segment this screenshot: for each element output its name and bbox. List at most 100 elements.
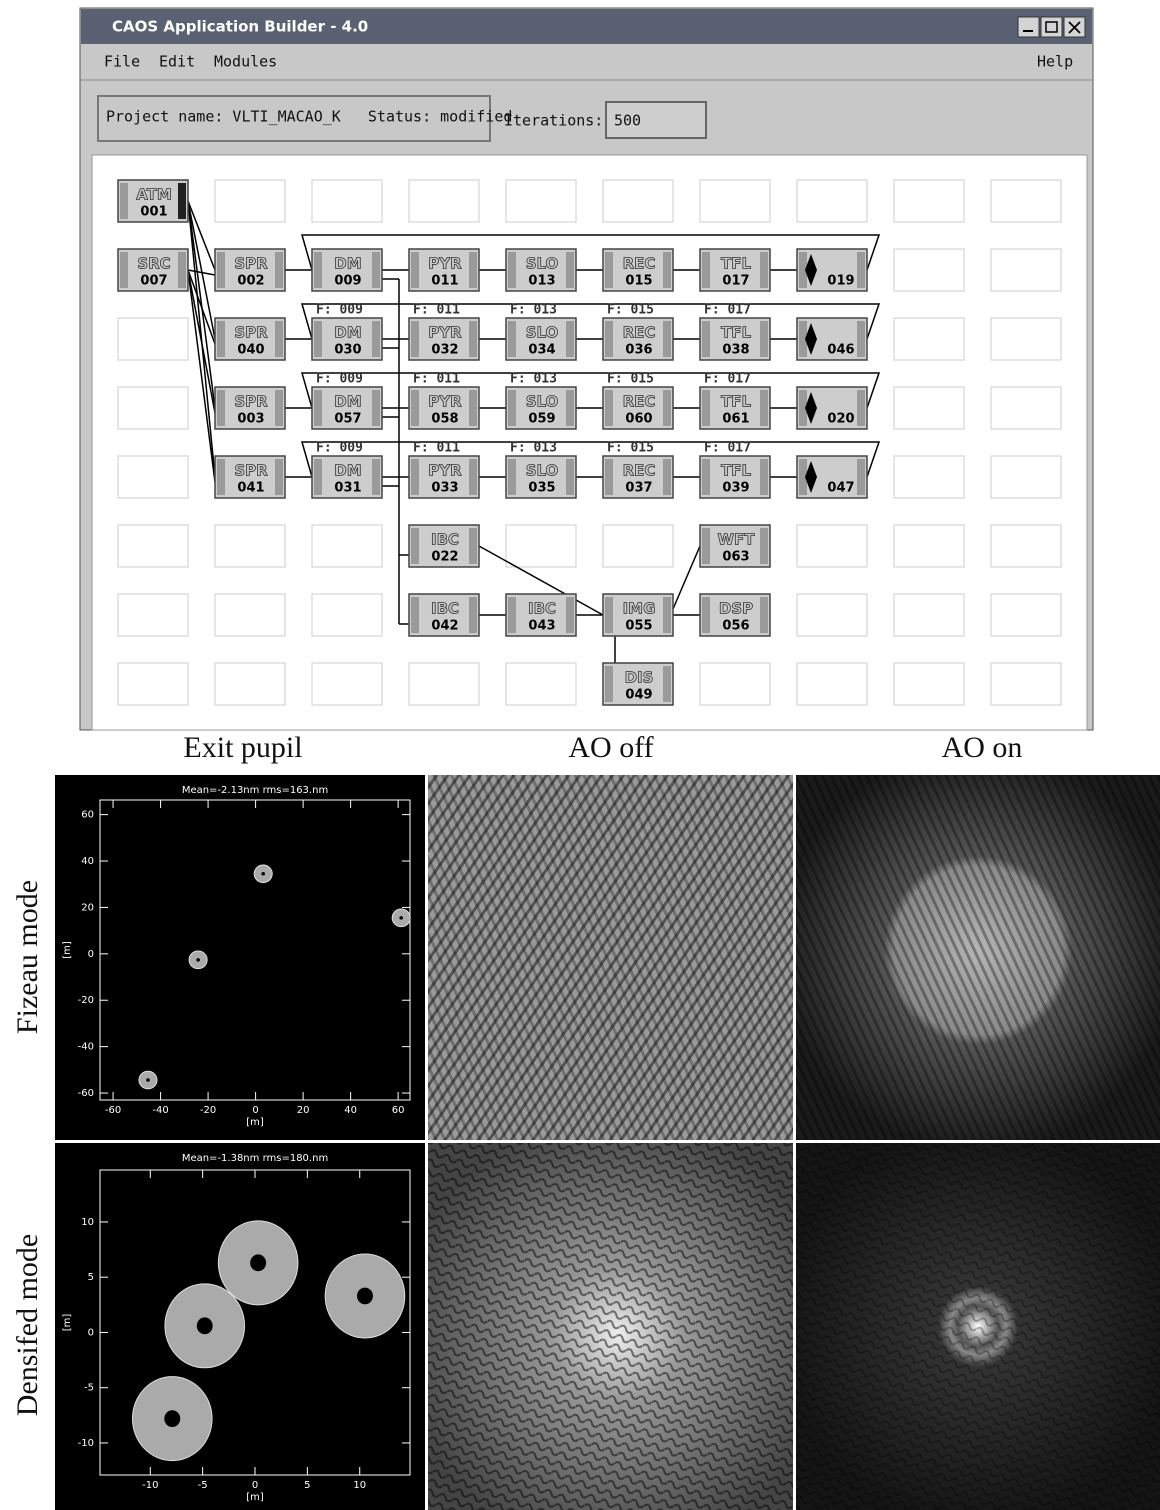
module-label: REC bbox=[623, 255, 656, 273]
module-number: 022 bbox=[431, 550, 458, 565]
x-tick-label: -20 bbox=[200, 1105, 216, 1116]
module-port bbox=[760, 321, 768, 357]
module-number: 049 bbox=[625, 688, 652, 703]
feedback-label: F: 013 bbox=[510, 441, 557, 456]
module-port bbox=[275, 252, 283, 288]
module-port bbox=[857, 390, 865, 426]
module-port bbox=[508, 459, 516, 495]
y-tick-label: 0 bbox=[88, 949, 94, 960]
module-label: TFL bbox=[721, 462, 751, 480]
module-port bbox=[663, 390, 671, 426]
feedback-label: F: 015 bbox=[607, 303, 654, 318]
module-port bbox=[275, 390, 283, 426]
aperture-obscuration bbox=[146, 1078, 150, 1082]
figure: CAOS Application Builder - 4.0 File Edit… bbox=[0, 0, 1160, 1510]
feedback-label: F: 009 bbox=[316, 372, 363, 387]
module-number: 019 bbox=[827, 274, 854, 289]
module-port bbox=[663, 252, 671, 288]
module-number: 056 bbox=[722, 619, 749, 634]
module-label: PYR bbox=[428, 462, 462, 480]
module-port bbox=[702, 597, 710, 633]
y-tick-label: 5 bbox=[88, 1272, 94, 1283]
menu-item[interactable]: Edit bbox=[159, 53, 195, 71]
y-tick-label: -60 bbox=[78, 1088, 94, 1099]
maximize-button[interactable] bbox=[1041, 17, 1062, 37]
project-info: Project name: VLTI_MACAO_K Status: modif… bbox=[106, 108, 512, 126]
module-port bbox=[605, 459, 613, 495]
module-label: REC bbox=[623, 324, 656, 342]
window-controls[interactable] bbox=[1018, 17, 1085, 37]
aperture-obscuration bbox=[196, 958, 200, 962]
module-label: IMG bbox=[623, 600, 656, 618]
module-port bbox=[120, 183, 128, 219]
menu-item[interactable]: File bbox=[104, 53, 140, 71]
feedback-label: F: 015 bbox=[607, 372, 654, 387]
module-number: 002 bbox=[237, 274, 264, 289]
x-tick-label: -40 bbox=[152, 1105, 168, 1116]
y-tick-label: -5 bbox=[84, 1383, 94, 1394]
aperture-obscuration bbox=[261, 872, 265, 876]
y-tick-label: 40 bbox=[81, 856, 94, 867]
module-port bbox=[760, 597, 768, 633]
module-number: 009 bbox=[334, 274, 361, 289]
module-port bbox=[411, 390, 419, 426]
module-port bbox=[663, 597, 671, 633]
module-port bbox=[702, 390, 710, 426]
y-tick-label: -20 bbox=[78, 995, 94, 1006]
module-number: 037 bbox=[625, 481, 652, 496]
module-port bbox=[566, 597, 574, 633]
module-number: 020 bbox=[827, 412, 854, 427]
feedback-label: F: 009 bbox=[316, 441, 363, 456]
iterations-label: Iterations: bbox=[504, 112, 603, 130]
module-port bbox=[372, 252, 380, 288]
column-header: Exit pupil bbox=[183, 731, 302, 764]
module-port bbox=[275, 459, 283, 495]
module-number: 033 bbox=[431, 481, 458, 496]
feedback-label: F: 013 bbox=[510, 372, 557, 387]
module-label: SPR bbox=[234, 393, 268, 411]
row-header: Densifed mode bbox=[11, 1234, 44, 1416]
y-tick-label: 10 bbox=[81, 1217, 94, 1228]
module-number: 036 bbox=[625, 343, 652, 358]
feedback-label: F: 011 bbox=[413, 372, 460, 387]
module-port bbox=[605, 666, 613, 702]
module-port bbox=[469, 390, 477, 426]
module-label: IBC bbox=[431, 531, 459, 549]
module-label: SPR bbox=[234, 462, 268, 480]
module-port bbox=[411, 321, 419, 357]
module-number: 032 bbox=[431, 343, 458, 358]
module-port bbox=[217, 252, 225, 288]
module-port bbox=[411, 597, 419, 633]
module-port bbox=[178, 252, 186, 288]
aperture-obscuration bbox=[399, 916, 403, 920]
aperture-obscuration bbox=[250, 1254, 266, 1271]
module-number: 040 bbox=[237, 343, 264, 358]
x-tick-label: -60 bbox=[105, 1105, 121, 1116]
module-label: SLO bbox=[526, 255, 559, 273]
module-label: SLO bbox=[526, 393, 559, 411]
module-number: 061 bbox=[722, 412, 749, 427]
x-tick-label: 20 bbox=[297, 1105, 310, 1116]
module-number: 035 bbox=[528, 481, 555, 496]
y-tick-label: -10 bbox=[78, 1438, 94, 1449]
module-port bbox=[314, 252, 322, 288]
module-port bbox=[857, 252, 865, 288]
module-port bbox=[702, 528, 710, 564]
module-port bbox=[411, 528, 419, 564]
module-number: 055 bbox=[625, 619, 652, 634]
iterations-value[interactable]: 500 bbox=[614, 112, 641, 130]
module-number: 017 bbox=[722, 274, 749, 289]
feedback-label: F: 017 bbox=[704, 441, 751, 456]
menu-item[interactable]: Help bbox=[1037, 53, 1073, 71]
window-title: CAOS Application Builder - 4.0 bbox=[112, 18, 368, 36]
module-port bbox=[314, 459, 322, 495]
module-port bbox=[469, 252, 477, 288]
menu-item[interactable]: Modules bbox=[214, 53, 277, 71]
module-label: DM bbox=[334, 462, 361, 480]
module-label: ATM bbox=[136, 186, 172, 204]
module-label: TFL bbox=[721, 255, 751, 273]
minimize-button[interactable] bbox=[1018, 17, 1039, 37]
module-label: SLO bbox=[526, 462, 559, 480]
module-port bbox=[566, 459, 574, 495]
psf-texture bbox=[796, 1143, 1160, 1510]
